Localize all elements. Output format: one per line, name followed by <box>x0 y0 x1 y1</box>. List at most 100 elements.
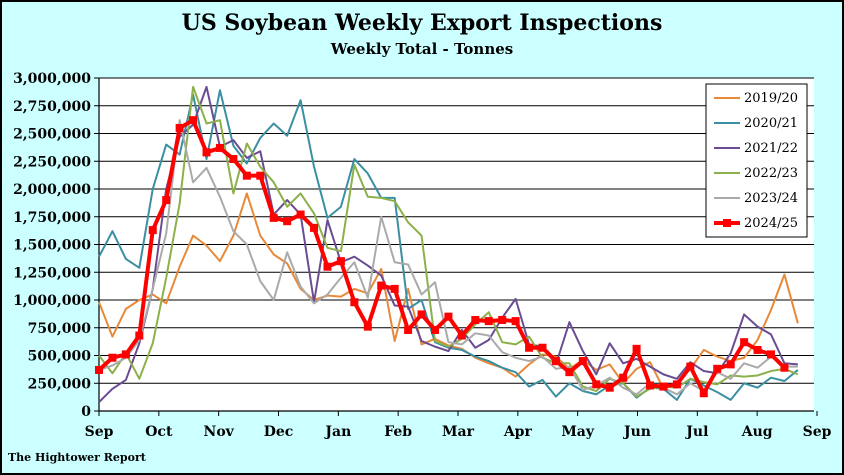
data-point <box>310 223 319 232</box>
plot-area: 0 250,000 500,000 750,000 1,000,000 1,250,000… <box>13 71 832 440</box>
series-2023-24 <box>98 119 798 396</box>
y-tick-label: 0 <box>81 404 91 420</box>
x-tick-label: Mar <box>442 424 475 440</box>
data-point <box>336 257 345 266</box>
data-point <box>404 325 413 334</box>
x-tick-label: Dec <box>264 424 294 440</box>
data-point <box>363 322 372 331</box>
data-point <box>766 350 775 359</box>
data-point <box>296 210 305 219</box>
legend-item: 2022/23 <box>714 166 798 181</box>
y-tick-label: 1,250,000 <box>13 265 91 281</box>
x-tick-label: Jan <box>323 424 351 440</box>
y-tick-label: 2,500,000 <box>13 127 91 143</box>
data-point <box>646 381 655 390</box>
data-point <box>699 389 708 398</box>
series-2020-21 <box>98 89 799 401</box>
data-point <box>525 343 534 352</box>
data-point <box>740 338 749 347</box>
data-point <box>686 362 695 371</box>
data-point <box>672 380 681 389</box>
y-tick-label: 1,750,000 <box>13 210 91 226</box>
data-point <box>121 350 130 359</box>
data-point <box>713 364 722 373</box>
data-point <box>619 373 628 382</box>
x-tick-label: May <box>561 424 595 440</box>
data-point <box>484 317 493 326</box>
data-point <box>592 380 601 389</box>
legend-item: 2019/20 <box>714 91 798 106</box>
series-line <box>98 89 799 401</box>
chart-subtitle: Weekly Total - Tonnes <box>330 40 514 58</box>
y-tick-label: 500,000 <box>28 349 92 365</box>
data-point <box>444 312 453 321</box>
chart-title: US Soybean Weekly Export Inspections <box>181 10 663 36</box>
data-point <box>471 315 480 324</box>
x-tick-label: Feb <box>384 424 412 440</box>
data-point <box>269 213 278 222</box>
y-tick-label: 250,000 <box>28 376 92 392</box>
data-point <box>215 143 224 152</box>
data-point <box>659 382 668 391</box>
legend-item: 2024/25 <box>714 216 798 231</box>
data-point <box>578 357 587 366</box>
x-tick-label: Jul <box>684 424 708 440</box>
x-tick-label: Apr <box>503 424 533 440</box>
series-line <box>98 85 799 398</box>
data-point <box>430 325 439 334</box>
data-point <box>175 123 184 132</box>
data-point <box>189 116 198 125</box>
y-tick-label: 2,750,000 <box>13 99 91 115</box>
data-point <box>108 353 117 362</box>
legend-marker <box>723 219 731 227</box>
data-point <box>95 365 103 374</box>
data-point <box>202 148 211 157</box>
data-point <box>605 383 614 392</box>
data-point <box>377 281 386 290</box>
data-point <box>162 196 171 205</box>
x-tick-label: Sep <box>85 424 114 440</box>
legend-item: 2020/21 <box>714 116 798 131</box>
y-tick-label: 1,500,000 <box>13 238 91 254</box>
series-2021-22 <box>98 85 798 403</box>
y-tick-label: 1,000,000 <box>13 293 91 309</box>
data-point <box>551 357 560 366</box>
legend-label: 2022/23 <box>744 166 798 181</box>
data-point <box>565 368 574 377</box>
source-credit: The Hightower Report <box>8 451 146 464</box>
legend-item: 2023/24 <box>714 191 798 206</box>
data-point <box>283 217 292 226</box>
legend-label: 2021/22 <box>744 141 798 156</box>
data-point <box>135 331 144 340</box>
series-line <box>98 119 798 396</box>
data-point <box>753 345 762 354</box>
data-point <box>323 262 332 271</box>
data-point <box>417 310 426 319</box>
y-tick-label: 2,250,000 <box>13 154 91 170</box>
data-point <box>632 344 641 353</box>
series-line <box>98 85 798 403</box>
data-point <box>780 363 789 372</box>
data-point <box>726 360 735 369</box>
x-tick-label: Nov <box>204 424 235 440</box>
data-point <box>511 317 520 326</box>
data-point <box>390 284 399 293</box>
legend-label: 2019/20 <box>744 91 798 106</box>
legend-item: 2021/22 <box>714 141 798 156</box>
series-line <box>97 118 786 396</box>
legend-box <box>705 83 808 238</box>
data-point <box>350 298 359 307</box>
data-point <box>229 155 238 164</box>
x-tick-label: Oct <box>145 424 173 440</box>
x-tick-label: Sep <box>803 424 832 440</box>
legend-label: 2020/21 <box>744 116 798 131</box>
y-tick-label: 750,000 <box>28 321 92 337</box>
data-point <box>538 343 547 352</box>
data-point <box>256 171 265 180</box>
y-tick-label: 2,000,000 <box>13 182 91 198</box>
data-point <box>498 315 507 324</box>
data-point <box>242 171 251 180</box>
data-point <box>148 226 157 235</box>
legend-label: 2023/24 <box>744 191 798 206</box>
